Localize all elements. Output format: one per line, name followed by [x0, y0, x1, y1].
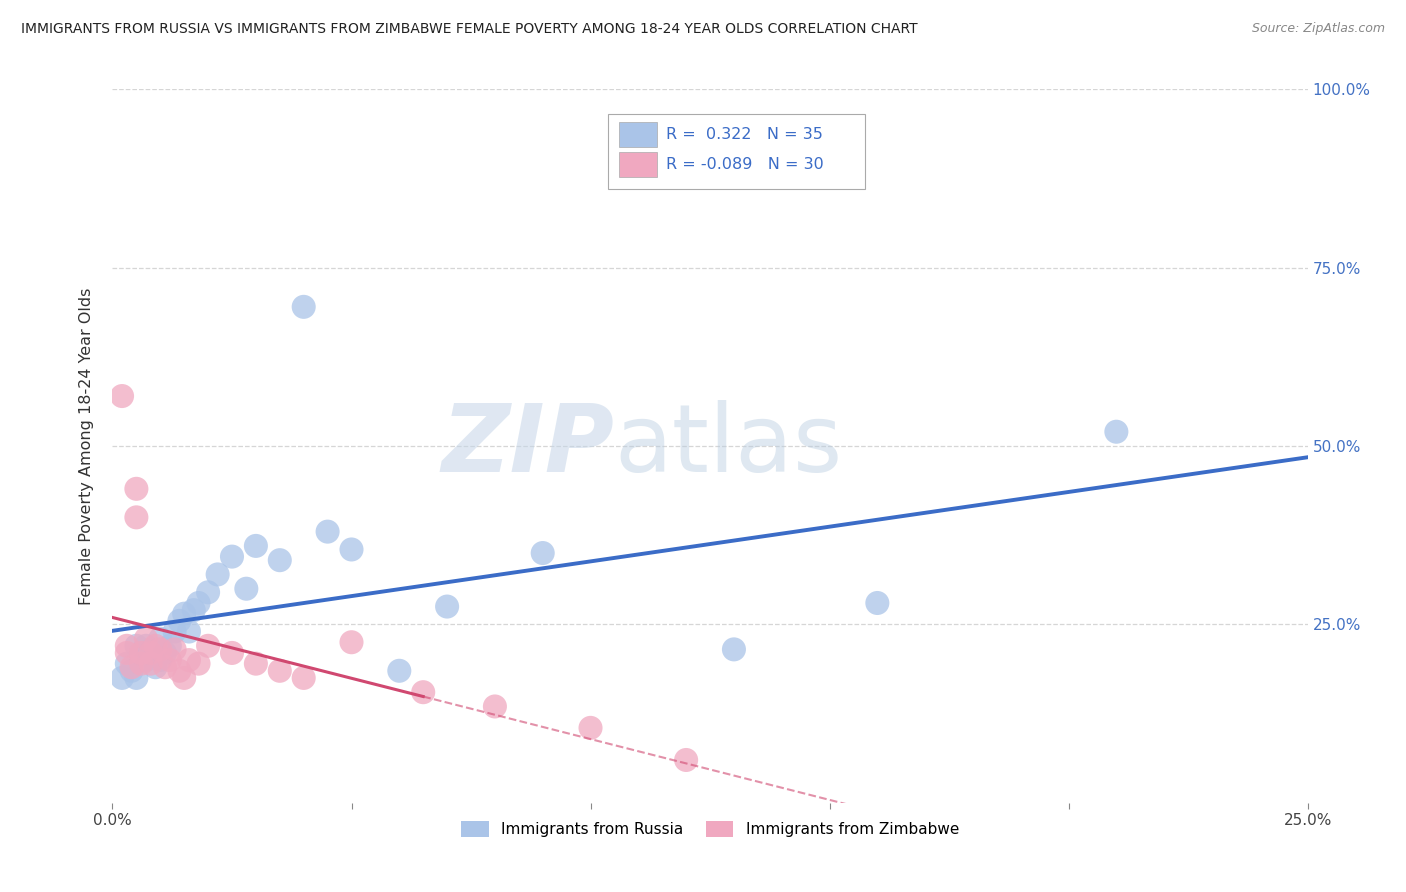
Text: R = -0.089   N = 30: R = -0.089 N = 30 [666, 157, 824, 172]
Point [129, 646, 152, 660]
Point [125, 671, 148, 685]
Point [316, 524, 339, 539]
Point [111, 671, 134, 685]
Point [269, 553, 291, 567]
Point [173, 671, 195, 685]
Point [115, 657, 138, 671]
Point [149, 653, 172, 667]
Point [125, 482, 148, 496]
Point [139, 642, 162, 657]
Point [221, 646, 243, 660]
Legend: Immigrants from Russia, Immigrants from Zimbabwe: Immigrants from Russia, Immigrants from … [453, 814, 967, 845]
Point [675, 753, 697, 767]
Text: IMMIGRANTS FROM RUSSIA VS IMMIGRANTS FROM ZIMBABWE FEMALE POVERTY AMONG 18-24 YE: IMMIGRANTS FROM RUSSIA VS IMMIGRANTS FRO… [21, 22, 918, 37]
Point [245, 539, 267, 553]
Point [115, 639, 138, 653]
Point [292, 671, 315, 685]
Point [177, 653, 200, 667]
Point [129, 646, 152, 660]
Point [149, 642, 172, 657]
Point [145, 660, 167, 674]
Point [269, 664, 291, 678]
Point [139, 657, 162, 671]
Point [412, 685, 434, 699]
Point [1105, 425, 1128, 439]
Point [579, 721, 602, 735]
FancyBboxPatch shape [619, 122, 658, 147]
Y-axis label: Female Poverty Among 18-24 Year Olds: Female Poverty Among 18-24 Year Olds [79, 287, 94, 605]
FancyBboxPatch shape [609, 114, 866, 189]
Point [139, 646, 162, 660]
Point [111, 389, 134, 403]
Point [187, 657, 209, 671]
Point [169, 664, 191, 678]
Point [121, 664, 143, 678]
Point [129, 657, 152, 671]
Point [149, 632, 172, 646]
Point [125, 510, 148, 524]
Point [866, 596, 889, 610]
Point [135, 653, 157, 667]
Point [163, 624, 186, 639]
Point [163, 642, 186, 657]
Point [531, 546, 554, 560]
Point [135, 639, 157, 653]
Point [197, 639, 219, 653]
Point [197, 585, 219, 599]
Point [159, 639, 181, 653]
Point [292, 300, 315, 314]
Point [125, 639, 148, 653]
FancyBboxPatch shape [619, 152, 658, 177]
Point [159, 653, 181, 667]
Point [723, 642, 745, 657]
Point [135, 632, 157, 646]
Point [221, 549, 243, 564]
Point [153, 660, 176, 674]
Point [340, 542, 363, 557]
Text: ZIP: ZIP [441, 400, 614, 492]
Point [121, 660, 143, 674]
Point [187, 596, 209, 610]
Point [436, 599, 458, 614]
Text: R =  0.322   N = 35: R = 0.322 N = 35 [666, 128, 823, 143]
Point [183, 603, 205, 617]
Point [340, 635, 363, 649]
Point [177, 624, 200, 639]
Point [169, 614, 191, 628]
Point [484, 699, 506, 714]
Point [153, 646, 176, 660]
Point [388, 664, 411, 678]
Text: atlas: atlas [614, 400, 842, 492]
Text: Source: ZipAtlas.com: Source: ZipAtlas.com [1251, 22, 1385, 36]
Point [207, 567, 229, 582]
Point [145, 639, 167, 653]
Point [235, 582, 257, 596]
Point [245, 657, 267, 671]
Point [173, 607, 195, 621]
Point [115, 646, 138, 660]
